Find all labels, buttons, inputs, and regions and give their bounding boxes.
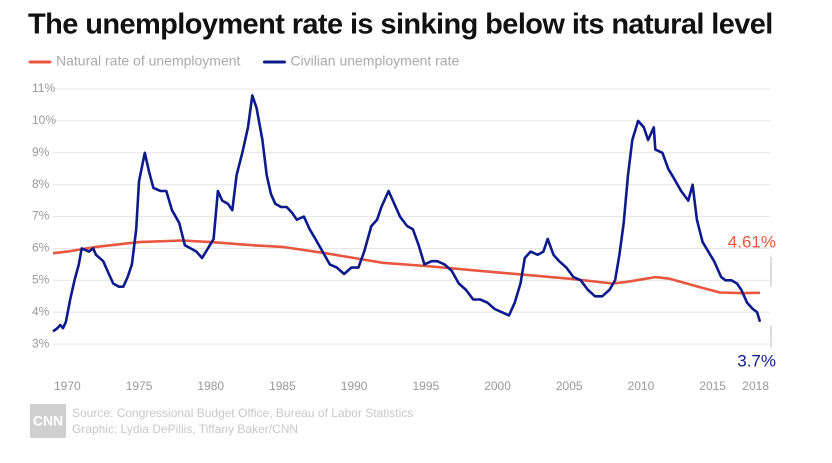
x-tick-label: 2010	[628, 379, 655, 393]
end-label: 3.7%	[737, 351, 776, 370]
x-tick-label: 2015	[699, 379, 726, 393]
y-tick-label: 5%	[32, 273, 50, 287]
x-tick-label: 1985	[269, 379, 296, 393]
x-tick-label: 1975	[126, 379, 153, 393]
series-line	[52, 94, 762, 333]
legend-label: Natural rate of unemployment	[56, 53, 241, 69]
x-tick-label: 2005	[556, 379, 583, 393]
logo-box	[30, 404, 66, 438]
end-label: 4.61%	[728, 232, 776, 251]
x-tick-label: 2000	[484, 379, 511, 393]
y-tick-label: 10%	[32, 113, 56, 127]
x-tick-label: 1995	[412, 379, 439, 393]
y-tick-label: 7%	[32, 209, 50, 223]
chart-title: The unemployment rate is sinking below i…	[28, 9, 773, 41]
y-tick-label: 8%	[32, 177, 50, 191]
x-tick-label: 1990	[341, 379, 368, 393]
x-tick-label: 1970	[54, 379, 81, 393]
credit: Graphic: Lydia DePillis, Tiffany Baker/C…	[72, 422, 298, 436]
series-line	[52, 239, 761, 295]
y-tick-label: 9%	[32, 145, 50, 159]
logo: CNN	[33, 413, 63, 429]
legend-label: Civilian unemployment rate	[290, 53, 459, 69]
y-tick-label: 11%	[32, 81, 55, 95]
x-tick-label: 2018	[742, 379, 769, 393]
y-tick-label: 4%	[32, 304, 50, 318]
y-tick-label: 6%	[32, 241, 50, 255]
source: Source: Congressional Budget Office, Bur…	[72, 406, 413, 420]
x-tick-label: 1980	[197, 379, 224, 393]
y-tick-label: 3%	[32, 336, 50, 350]
